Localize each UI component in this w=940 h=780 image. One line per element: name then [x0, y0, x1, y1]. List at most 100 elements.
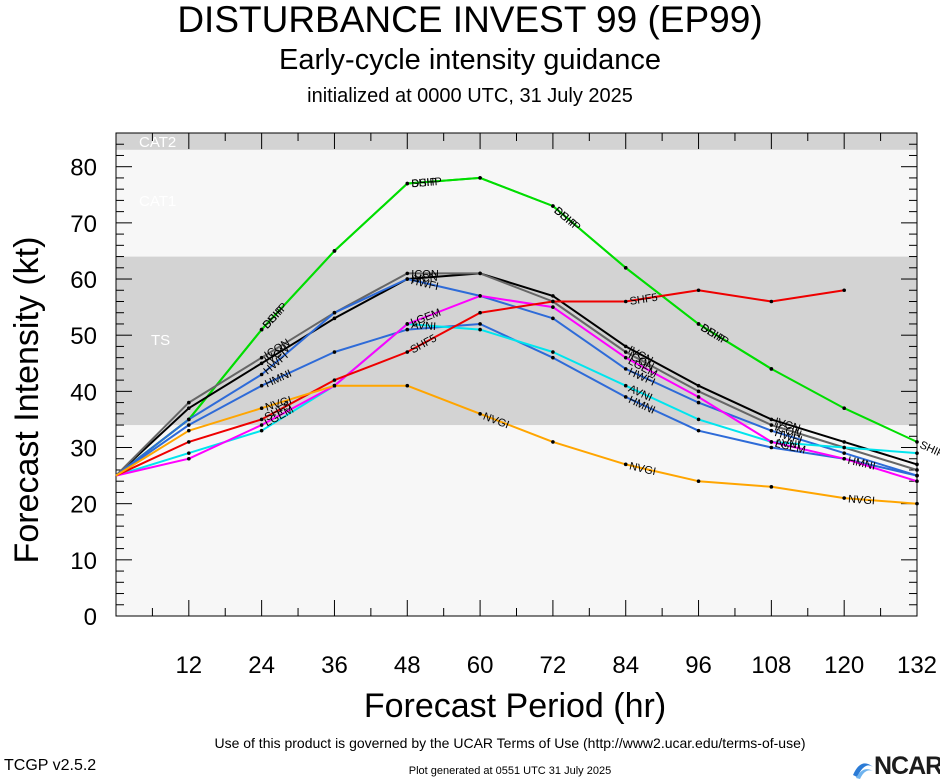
series-nvgi: [115, 383, 919, 506]
data-point: [842, 445, 846, 450]
data-point: [478, 271, 482, 276]
terms-of-use-notice: Use of this product is governed by the U…: [214, 735, 806, 751]
band-cat1: [116, 149, 917, 257]
ncar-logo-text: NCAR: [874, 752, 940, 780]
y-tick-label: 20: [70, 492, 97, 519]
data-point: [623, 265, 628, 270]
data-point: [405, 327, 410, 332]
data-point: [842, 456, 846, 461]
data-point: [187, 423, 191, 427]
data-point: [332, 350, 337, 354]
data-point: [915, 440, 919, 444]
band-cat2: [116, 133, 917, 150]
ncar-logo-icon: [853, 763, 873, 779]
data-point: [187, 440, 191, 444]
data-point: [187, 428, 191, 433]
data-point: [769, 440, 774, 444]
data-point: [623, 350, 628, 354]
data-point: [259, 372, 264, 377]
data-point: [623, 355, 628, 360]
band-label-cat1: CAT1: [139, 193, 176, 210]
data-point: [915, 451, 919, 455]
model-label-icon: ICON: [411, 268, 439, 280]
data-point: [696, 288, 701, 293]
data-point: [551, 204, 555, 208]
y-tick-label: 60: [70, 267, 97, 294]
x-tick-label: 120: [824, 652, 864, 679]
y-tick-label: 0: [84, 604, 97, 631]
data-point: [696, 479, 701, 484]
data-point: [405, 277, 410, 281]
data-point: [769, 417, 774, 422]
data-point: [405, 271, 410, 276]
y-tick-label: 80: [70, 155, 97, 182]
data-point: [696, 389, 701, 394]
data-point: [696, 428, 701, 433]
y-tick-label: 10: [70, 548, 97, 575]
data-point: [259, 327, 264, 332]
chart-title: DISTURBANCE INVEST 99 (EP99): [177, 0, 763, 40]
data-point: [769, 367, 774, 371]
x-tick-label: 72: [540, 652, 567, 679]
data-point: [332, 383, 337, 388]
data-point: [478, 412, 482, 416]
y-tick-label: 70: [70, 211, 97, 238]
data-point: [259, 423, 264, 427]
y-tick-label: 40: [70, 379, 97, 406]
data-point: [623, 395, 628, 399]
data-point: [551, 294, 555, 298]
data-point: [623, 462, 628, 467]
model-label-dshp: DSHP: [411, 176, 442, 190]
band-label-ts: TS: [151, 332, 170, 349]
series-line: [115, 272, 918, 477]
model-label-ivcn: IVCN: [411, 272, 438, 286]
data-point: [551, 305, 555, 309]
data-point: [842, 451, 846, 455]
data-point: [769, 299, 774, 304]
x-tick-label: 96: [685, 652, 712, 679]
data-point: [915, 468, 919, 472]
data-point: [405, 350, 410, 354]
data-point: [915, 479, 919, 484]
data-point: [623, 367, 628, 371]
data-point: [769, 445, 774, 450]
data-point: [696, 322, 701, 326]
series-line: [115, 272, 918, 477]
x-tick-label: 48: [394, 652, 421, 679]
x-tick-label: 12: [175, 652, 202, 679]
data-point: [769, 423, 774, 427]
data-point: [696, 383, 701, 388]
x-tick-label: 36: [321, 652, 348, 679]
data-point: [332, 249, 337, 253]
data-point: [259, 355, 264, 360]
data-point: [478, 327, 482, 332]
data-point: [842, 406, 846, 410]
data-point: [187, 400, 191, 405]
data-point: [259, 406, 264, 410]
data-point: [478, 176, 482, 180]
data-point: [551, 316, 555, 321]
data-point: [259, 361, 264, 366]
series-line: [115, 294, 918, 483]
model-label-nvgi: NVGI: [848, 493, 876, 507]
data-point: [332, 316, 337, 321]
data-point: [405, 181, 410, 186]
data-point: [551, 440, 555, 444]
data-point: [259, 417, 264, 422]
data-point: [551, 299, 555, 304]
data-point: [842, 440, 846, 444]
data-point: [696, 400, 701, 405]
data-point: [187, 406, 191, 410]
data-point: [623, 383, 628, 388]
data-point: [187, 417, 191, 422]
series-ivcn: [115, 271, 919, 477]
y-tick-label: 50: [70, 323, 97, 350]
data-point: [332, 310, 337, 315]
data-point: [478, 310, 482, 315]
model-label-avni: AVNI: [775, 437, 801, 451]
x-axis-label: Forecast Period (hr): [363, 687, 667, 725]
data-point: [187, 451, 191, 455]
data-point: [915, 462, 919, 467]
data-point: [478, 322, 482, 326]
initialized-time: initialized at 0000 UTC, 31 July 2025: [307, 85, 633, 107]
